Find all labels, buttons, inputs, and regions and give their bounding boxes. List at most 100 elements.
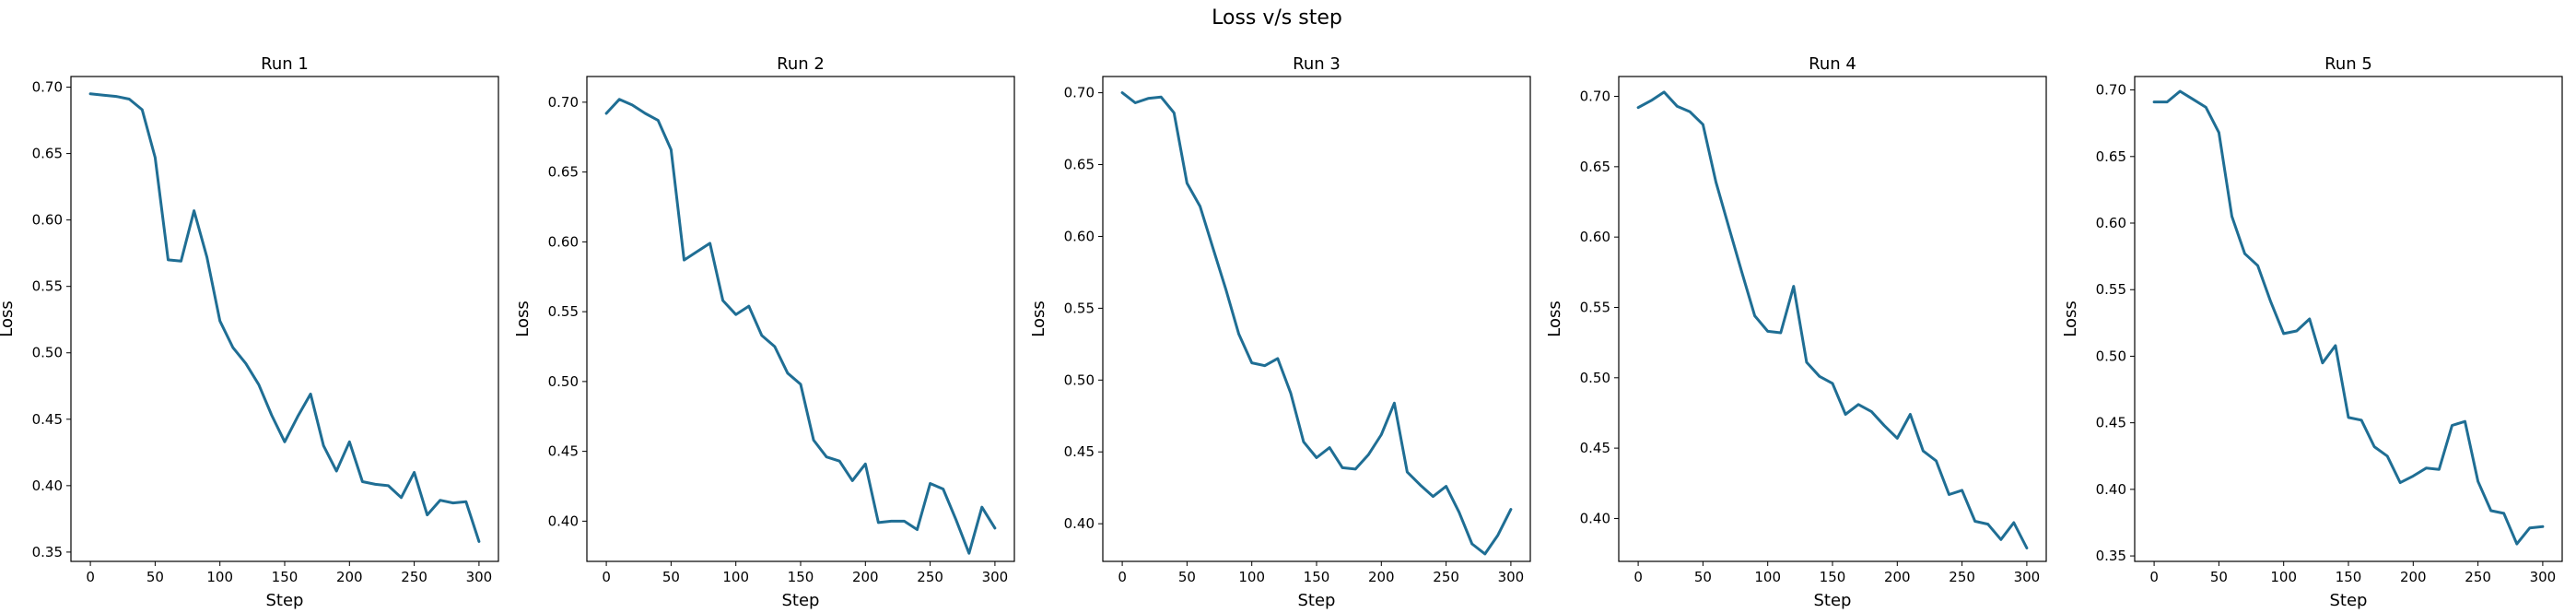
loss-series-line: [604, 98, 997, 555]
axes-frame: [1618, 76, 2047, 562]
x-tick-label: 100: [1238, 569, 1265, 585]
x-tick-label: 300: [1498, 569, 1525, 585]
subplot-run-2: Run 2 0 50 100 150 200 250 300 0.40 0.45 0.50 0.55 0…: [513, 54, 1015, 610]
x-tick-label: 150: [788, 569, 814, 585]
x-tick-label: 50: [1694, 569, 1712, 585]
x-tick-label: 50: [2210, 569, 2228, 585]
x-tick-label: 250: [2465, 569, 2491, 585]
y-axis-label: Loss: [2061, 301, 2080, 336]
y-tick-label: 0.70: [1580, 88, 1610, 105]
y-tick-label: 0.45: [548, 443, 579, 460]
axes-frame: [70, 76, 499, 562]
y-tick-label: 0.60: [548, 233, 579, 250]
x-tick-label: 0: [86, 569, 95, 585]
x-tick-label: 250: [917, 569, 943, 585]
subplot-title: Run 3: [1293, 54, 1341, 74]
y-tick-label: 0.65: [1580, 159, 1610, 175]
figure-suptitle: Loss v/s step: [1212, 6, 1342, 29]
x-axis-label: Step: [782, 591, 820, 610]
subplot-run-4: Run 4 0 50 100 150 200 250 300 0.40 0.45 0.50 0.55 0…: [1545, 54, 2047, 610]
loss-series-line: [1120, 91, 1513, 556]
y-tick-label: 0.40: [548, 513, 579, 529]
subplot-title: Run 1: [261, 54, 309, 74]
x-tick-label: 300: [466, 569, 493, 585]
x-tick-label: 0: [1633, 569, 1643, 585]
y-tick-label: 0.45: [1064, 443, 1095, 460]
x-tick-label: 300: [2014, 569, 2041, 585]
y-tick-label: 0.70: [548, 94, 579, 111]
x-tick-label: 100: [1754, 569, 1781, 585]
y-tick-label: 0.50: [548, 373, 579, 390]
x-tick-label: 200: [2400, 569, 2427, 585]
y-tick-label: 0.40: [32, 477, 63, 494]
x-tick-label: 100: [722, 569, 749, 585]
subplot-run-3: Run 3 0 50 100 150 200 250 300 0.40 0.45 0.50 0.55 0…: [1029, 54, 1531, 610]
subplot-title: Run 2: [777, 54, 825, 74]
x-tick-label: 100: [206, 569, 233, 585]
x-tick-label: 200: [1368, 569, 1395, 585]
x-tick-label: 0: [602, 569, 611, 585]
x-tick-label: 50: [1178, 569, 1196, 585]
x-tick-label: 150: [1820, 569, 1846, 585]
subplot-title: Run 4: [1809, 54, 1856, 74]
y-tick-label: 0.40: [1580, 510, 1610, 526]
y-tick-label: 0.65: [548, 164, 579, 181]
y-tick-label: 0.45: [32, 411, 63, 428]
loss-series-line: [1636, 90, 2029, 549]
x-axis-label: Step: [1814, 591, 1852, 610]
y-tick-label: 0.45: [1580, 440, 1610, 456]
y-axis-label: Loss: [1029, 301, 1048, 336]
y-axis-label: Loss: [0, 301, 17, 336]
x-axis-label: Step: [2330, 591, 2368, 610]
y-tick-label: 0.35: [2096, 548, 2126, 564]
x-tick-label: 200: [852, 569, 879, 585]
subplot-run-1: Run 1 0 50 100 150 200 250 300 0.35 0.40 0.45 0.50 0…: [0, 54, 499, 610]
y-tick-label: 0.65: [1064, 157, 1095, 173]
loss-series-line: [88, 92, 481, 543]
x-axis-label: Step: [1298, 591, 1336, 610]
x-tick-label: 300: [982, 569, 1009, 585]
subplot-run-5: Run 5 0 50 100 150 200 250 300 0.35 0.40 0.45 0.50 0…: [2061, 54, 2563, 610]
x-tick-label: 250: [1949, 569, 1975, 585]
x-tick-label: 0: [2149, 569, 2159, 585]
y-tick-label: 0.40: [2096, 481, 2126, 498]
y-tick-label: 0.35: [32, 544, 63, 560]
y-tick-label: 0.70: [1064, 85, 1095, 101]
x-tick-label: 0: [1118, 569, 1127, 585]
x-tick-label: 50: [146, 569, 164, 585]
y-tick-label: 0.70: [32, 79, 63, 96]
y-tick-label: 0.45: [2096, 415, 2126, 431]
axes-frame: [1102, 76, 1531, 562]
y-tick-label: 0.60: [1064, 228, 1095, 244]
y-tick-label: 0.65: [32, 146, 63, 162]
x-tick-label: 200: [336, 569, 363, 585]
y-tick-label: 0.55: [1064, 300, 1095, 316]
y-tick-label: 0.50: [32, 345, 63, 361]
y-tick-label: 0.40: [1064, 515, 1095, 532]
loss-series-line: [2152, 89, 2545, 546]
y-tick-label: 0.50: [1580, 370, 1610, 386]
y-tick-label: 0.60: [2096, 215, 2126, 231]
y-tick-label: 0.65: [2096, 148, 2126, 165]
x-tick-label: 250: [1433, 569, 1459, 585]
x-tick-label: 200: [1884, 569, 1911, 585]
subplot-grid: Run 1 0 50 100 150 200 250 300 0.35 0.40 0.45 0.50 0…: [0, 54, 2563, 610]
x-tick-label: 150: [2336, 569, 2362, 585]
y-axis-label: Loss: [1545, 301, 1564, 336]
axes-frame: [2134, 76, 2563, 562]
y-tick-label: 0.55: [32, 278, 63, 295]
y-tick-label: 0.55: [2096, 281, 2126, 298]
x-tick-label: 150: [272, 569, 299, 585]
x-tick-label: 150: [1304, 569, 1330, 585]
x-tick-label: 300: [2530, 569, 2557, 585]
y-tick-label: 0.55: [548, 303, 579, 320]
x-axis-label: Step: [266, 591, 304, 610]
x-tick-label: 100: [2270, 569, 2297, 585]
x-tick-label: 250: [401, 569, 427, 585]
y-tick-label: 0.50: [1064, 371, 1095, 388]
y-tick-label: 0.60: [32, 212, 63, 229]
subplot-title: Run 5: [2324, 54, 2372, 74]
y-tick-label: 0.50: [2096, 348, 2126, 364]
axes-frame: [586, 76, 1015, 562]
